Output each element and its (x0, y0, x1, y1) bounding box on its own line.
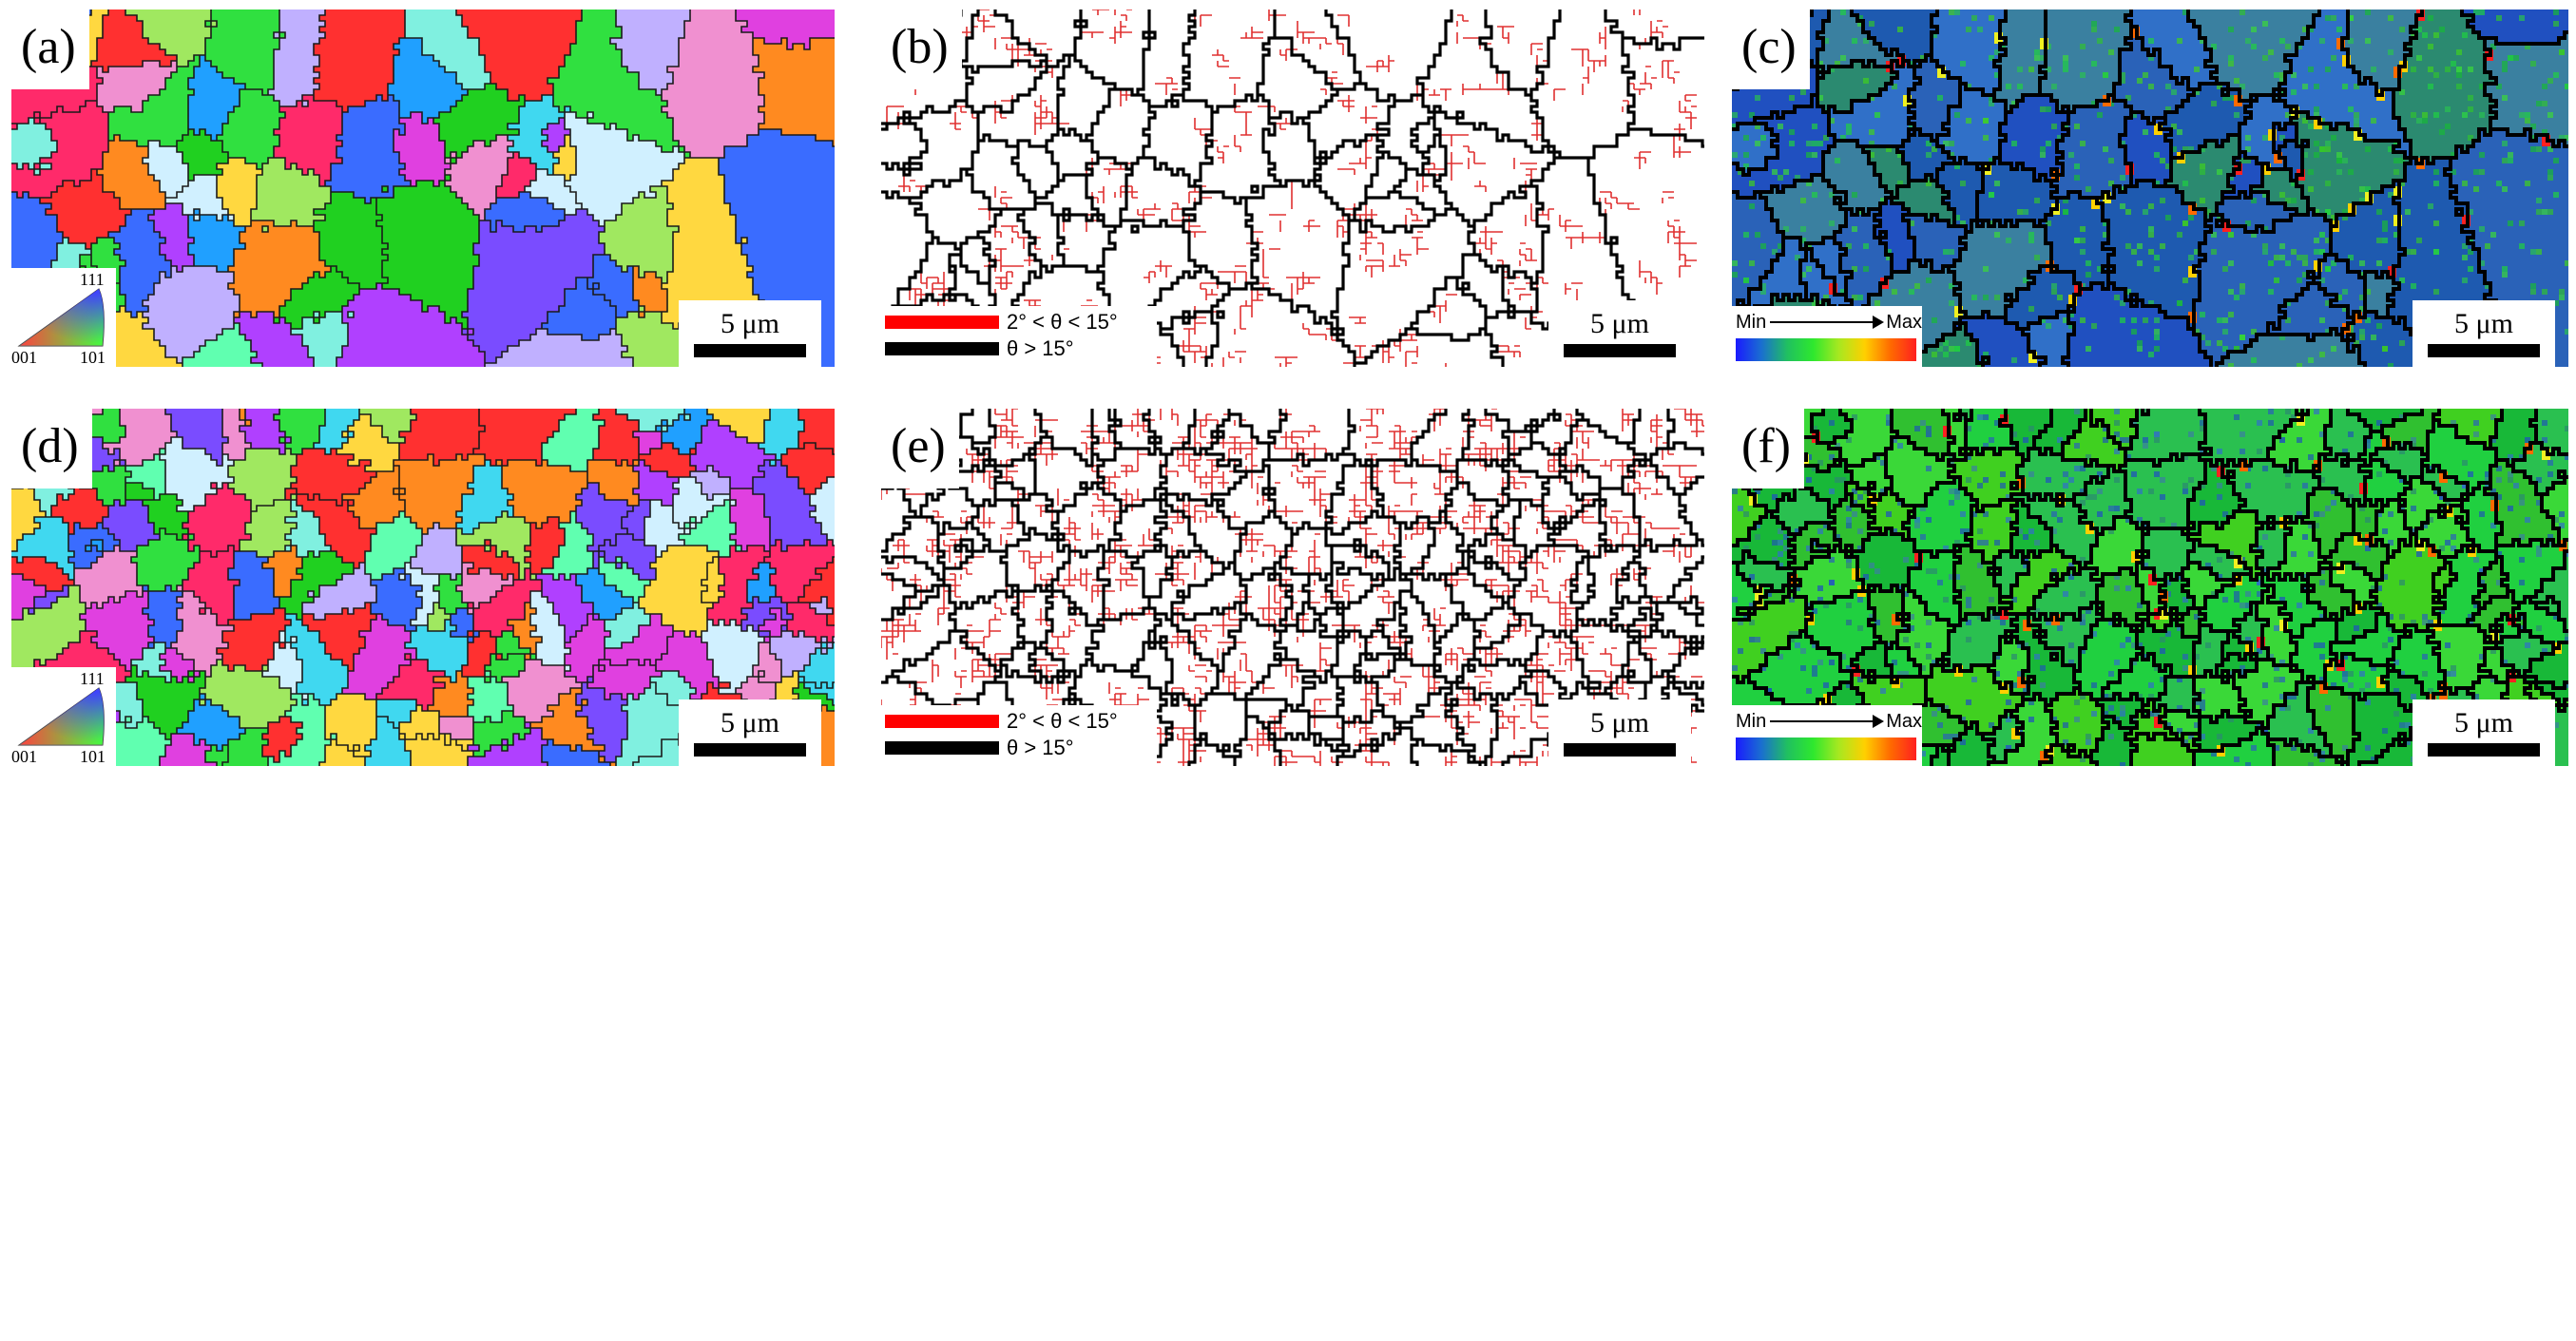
scale-bar-label: 5 μm (2454, 308, 2513, 339)
scale-bar-line (694, 743, 806, 757)
legend-swatch (885, 715, 999, 728)
kam-legend-header: Min Max (1736, 310, 1922, 335)
scale-bar-line (1564, 344, 1676, 357)
ipf-key-label-right: 101 (80, 747, 106, 766)
scale-bar-label: 5 μm (1590, 308, 1649, 339)
boundary-legend: 2° < θ < 15° θ > 15° (881, 306, 1157, 367)
scale-bar-line (2428, 344, 2540, 357)
panel-label-e: (e) (881, 409, 959, 489)
kam-legend-min: Min (1736, 710, 1767, 732)
boundary-map-panel-b: (b) 5 μm 2° < θ < 15° θ > 15° (881, 10, 1704, 367)
panel-label-b: (b) (881, 10, 962, 89)
legend-entry: 2° < θ < 15° (885, 310, 1118, 335)
scale-bar-label: 5 μm (1590, 707, 1649, 738)
legend-label: 2° < θ < 15° (1007, 310, 1118, 334)
legend-label: θ > 15° (1007, 336, 1074, 360)
scale-bar-label: 5 μm (721, 707, 779, 738)
legend-label: 2° < θ < 15° (1007, 709, 1118, 733)
kam-map-panel-f: (f) 5 μm Min Max (1732, 409, 2568, 766)
kam-legend-max: Max (1886, 710, 1922, 732)
scale-bar-line (694, 344, 806, 357)
ipf-key-label-right: 101 (80, 348, 106, 367)
scale-bar: 5 μm (2413, 300, 2555, 367)
ipf-color-key: 111 001 101 (11, 667, 116, 766)
kam-gradient-bar (1736, 338, 1916, 361)
scale-bar: 5 μm (1548, 300, 1691, 367)
ipf-key-label-top: 111 (80, 669, 105, 688)
kam-map-panel-c: (c) 5 μm Min Max (1732, 10, 2568, 367)
ipf-map-panel-a: (a) 5 μm 111 001 101 (11, 10, 835, 367)
arrow-right-icon (1770, 715, 1885, 728)
panel-label-c: (c) (1732, 10, 1810, 89)
kam-color-legend: Min Max (1732, 306, 1922, 367)
ipf-map-image (11, 10, 835, 367)
scale-bar: 5 μm (2413, 699, 2555, 766)
grain-fill (11, 10, 835, 367)
grain-fill (1732, 409, 2568, 766)
panel-label-a: (a) (11, 10, 89, 89)
ipf-map-image (11, 409, 835, 766)
arrow-right-icon (1770, 316, 1885, 329)
ipf-key-label-left: 001 (11, 348, 37, 367)
kam-color-legend: Min Max (1732, 705, 1922, 766)
panel-label-f: (f) (1732, 409, 1804, 489)
ipf-map-panel-d: (d) 5 μm 111 001 101 (11, 409, 835, 766)
kam-legend-max: Max (1886, 311, 1922, 333)
scale-bar-line (2428, 743, 2540, 757)
kam-legend-min: Min (1736, 311, 1767, 333)
scale-bar-label: 5 μm (2454, 707, 2513, 738)
legend-swatch (885, 316, 999, 329)
legend-entry: 2° < θ < 15° (885, 709, 1118, 734)
legend-entry: θ > 15° (885, 336, 1074, 361)
panel-label-d: (d) (11, 409, 92, 489)
scale-bar: 5 μm (679, 300, 821, 367)
grain-fill (11, 409, 835, 766)
ipf-color-key: 111 001 101 (11, 268, 116, 367)
ipf-key-label-left: 001 (11, 747, 37, 766)
scale-bar: 5 μm (1548, 699, 1691, 766)
legend-swatch (885, 741, 999, 755)
boundary-legend: 2° < θ < 15° θ > 15° (881, 705, 1157, 766)
legend-swatch (885, 342, 999, 355)
ipf-key-label-top: 111 (80, 270, 105, 289)
legend-label: θ > 15° (1007, 736, 1074, 759)
scale-bar-label: 5 μm (721, 308, 779, 339)
scale-bar-line (1564, 743, 1676, 757)
kam-gradient-bar (1736, 738, 1916, 760)
scale-bar: 5 μm (679, 699, 821, 766)
boundary-map-panel-e: (e) 5 μm 2° < θ < 15° θ > 15° (881, 409, 1704, 766)
legend-entry: θ > 15° (885, 736, 1074, 760)
kam-legend-header: Min Max (1736, 709, 1922, 734)
